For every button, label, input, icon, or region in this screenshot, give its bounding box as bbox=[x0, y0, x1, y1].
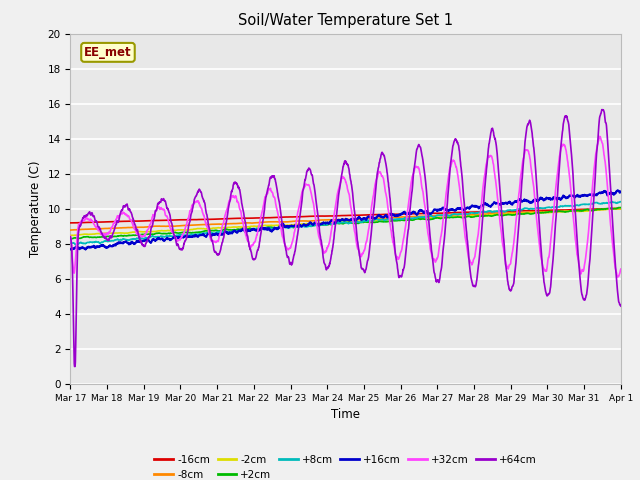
X-axis label: Time: Time bbox=[331, 408, 360, 421]
Text: EE_met: EE_met bbox=[84, 46, 132, 59]
Y-axis label: Temperature (C): Temperature (C) bbox=[29, 160, 42, 257]
Legend: -16cm, -8cm, -2cm, +2cm, +8cm, +16cm, +32cm, +64cm: -16cm, -8cm, -2cm, +2cm, +8cm, +16cm, +3… bbox=[150, 450, 541, 480]
Title: Soil/Water Temperature Set 1: Soil/Water Temperature Set 1 bbox=[238, 13, 453, 28]
